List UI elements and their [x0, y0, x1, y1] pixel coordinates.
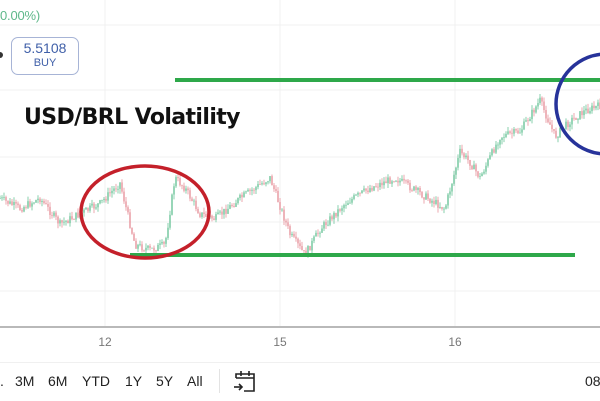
red-highlight-ellipse: [79, 164, 211, 260]
range-button-all[interactable]: All: [187, 373, 203, 389]
price-change-percent: 0.00%): [0, 8, 40, 23]
calendar-goto-icon[interactable]: [232, 369, 258, 395]
range-button-3m[interactable]: 3M: [15, 373, 35, 389]
blue-highlight-circle: [554, 52, 600, 156]
x-tick-16: 16: [448, 335, 462, 349]
buy-button[interactable]: 5.5108 BUY: [11, 37, 79, 75]
time-label: 08: [585, 373, 600, 389]
x-tick-12: 12: [98, 335, 112, 349]
x-axis[interactable]: 12 15 16: [0, 326, 600, 364]
x-tick-15: 15: [273, 335, 287, 349]
range-button-ytd[interactable]: YTD: [82, 373, 110, 389]
range-selector-bar: . 3M 6M YTD 1Y 5Y All 08: [0, 362, 600, 401]
candlestick-series: [0, 93, 600, 258]
range-button-1y[interactable]: 1Y: [125, 373, 143, 389]
buy-label: BUY: [33, 57, 57, 69]
gridlines: [0, 0, 600, 326]
range-button-6m[interactable]: 6M: [48, 373, 68, 389]
chart-canvas[interactable]: [0, 0, 600, 326]
range-button-cut[interactable]: .: [0, 373, 4, 389]
price-chart[interactable]: 0.00%) 5.5108 BUY USD/BRL Volatility: [0, 0, 600, 326]
chart-annotation-title: USD/BRL Volatility: [24, 105, 241, 130]
buy-price: 5.5108: [23, 40, 67, 56]
sell-indicator-edge: [0, 52, 3, 58]
range-separator: [219, 369, 220, 393]
range-button-5y[interactable]: 5Y: [156, 373, 174, 389]
